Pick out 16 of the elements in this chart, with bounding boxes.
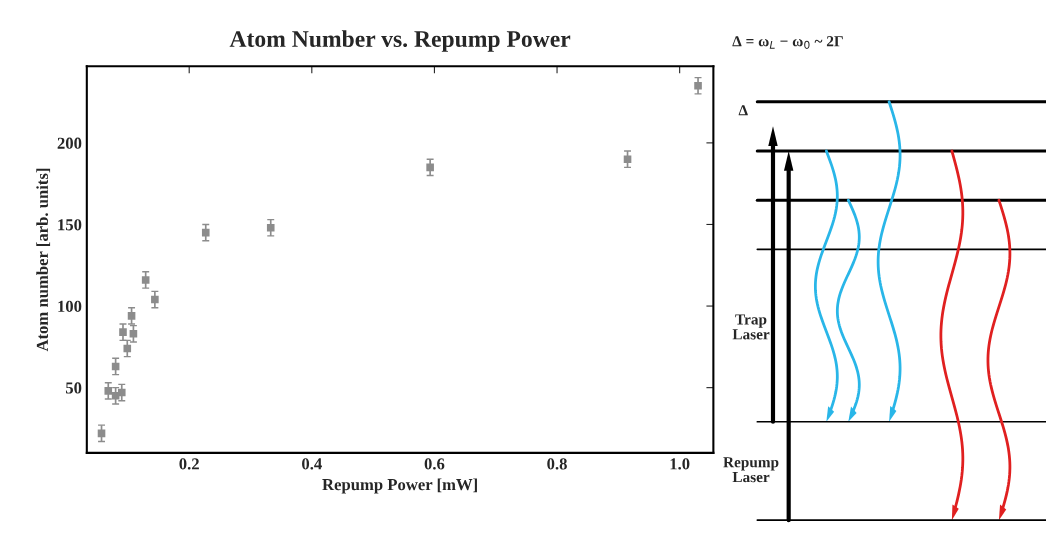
y-axis-title: Atom number [arb. units] [36,168,51,352]
x-tick-label: 0.6 [424,458,445,470]
chart-title: Atom Number vs. Repump Power [229,30,571,52]
x-tick-label: 0.8 [547,458,567,470]
text: Δ = ω$_{L}$ − ω$_{0}$ ~ 2Γ [732,36,843,49]
x-tick-label: 0.4 [302,458,322,470]
y-tick-label: 50 [65,382,82,394]
text: Δ [738,105,748,116]
y-tick-label: 200 [57,137,82,149]
x-tick-label: 0.2 [179,458,199,470]
x-axis-title: Repump Power [mW] [322,478,477,494]
text: Repump Laser [723,457,779,483]
text: Trap Laser [732,314,770,340]
y-tick-label: 100 [58,300,82,312]
x-tick-label: 1.0 [670,458,690,470]
y-tick-label: 150 [58,219,82,231]
